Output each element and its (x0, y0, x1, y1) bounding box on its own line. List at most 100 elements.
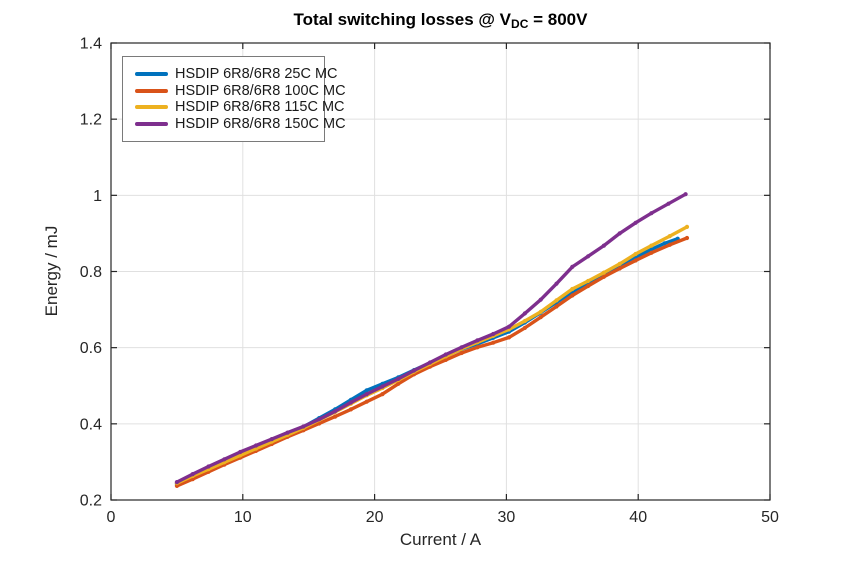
data-point-marker-series-3 (190, 472, 195, 477)
data-point-marker-series-3 (317, 417, 322, 422)
data-point-marker-series-1 (364, 399, 369, 404)
data-point-marker-series-3 (649, 211, 654, 216)
x-tick-label: 30 (498, 509, 516, 526)
plot-line-series-3 (175, 192, 688, 484)
data-point-marker-series-1 (554, 304, 559, 309)
data-point-marker-series-3 (412, 368, 417, 373)
data-point-marker-series-3 (570, 264, 575, 269)
legend-entry-0: HSDIP 6R8/6R8 25C MC (135, 66, 338, 83)
data-point-marker-series-3 (475, 338, 480, 343)
chart-title-prefix: Total switching losses @ V (293, 10, 512, 29)
data-point-marker-series-2 (649, 243, 654, 248)
data-point-marker-series-1 (475, 345, 480, 350)
data-point-marker-series-1 (633, 258, 638, 263)
data-point-marker-series-1 (506, 335, 512, 340)
legend-label-3: HSDIP 6R8/6R8 150C MC (175, 115, 346, 132)
data-point-marker-series-3 (364, 392, 369, 397)
chart-title: Total switching losses @ VDC = 800V (111, 10, 770, 31)
y-tick-label: 0.2 (80, 493, 102, 510)
data-point-marker-series-2 (601, 270, 607, 275)
data-point-marker-series-1 (459, 350, 464, 356)
y-tick-label: 0.6 (80, 340, 102, 357)
legend-line-sample-0 (135, 72, 168, 77)
data-point-marker-series-1 (538, 315, 543, 320)
data-point-marker-series-3 (633, 220, 638, 225)
x-tick-label: 0 (107, 509, 116, 526)
data-point-marker-series-3 (253, 443, 259, 448)
data-point-marker-series-3 (683, 192, 688, 197)
legend-label-0: HSDIP 6R8/6R8 25C MC (175, 66, 338, 83)
data-point-marker-series-2 (522, 318, 528, 324)
data-point-marker-series-3 (380, 384, 385, 389)
data-point-marker-series-1 (570, 293, 575, 298)
x-tick-label: 50 (761, 509, 779, 526)
data-point-marker-series-2 (684, 224, 690, 229)
data-point-marker-series-3 (506, 324, 512, 329)
y-tick-label: 1.2 (80, 112, 102, 129)
data-point-marker-series-1 (348, 407, 353, 412)
data-point-marker-series-1 (443, 357, 448, 362)
legend-label-2: HSDIP 6R8/6R8 115C MC (175, 99, 345, 116)
data-point-marker-series-3 (333, 409, 338, 414)
data-point-marker-series-3 (222, 457, 227, 462)
data-point-marker-series-3 (538, 297, 543, 302)
data-point-marker-series-3 (206, 464, 211, 469)
y-tick-label: 0.4 (80, 416, 102, 433)
legend-box: HSDIP 6R8/6R8 25C MC HSDIP 6R8/6R8 100C M… (122, 56, 346, 142)
data-point-marker-series-3 (443, 352, 448, 357)
data-point-marker-series-2 (617, 261, 622, 266)
legend-line-sample-2 (135, 105, 168, 110)
data-point-marker-series-0 (662, 241, 667, 246)
data-point-marker-series-1 (617, 266, 622, 271)
legend-line-sample-3 (135, 121, 168, 126)
data-point-marker-series-3 (396, 376, 401, 381)
data-point-marker-series-3 (269, 437, 274, 442)
data-point-marker-series-2 (570, 286, 575, 292)
x-axis-label: Current / A (399, 530, 482, 549)
legend-line-sample-1 (135, 88, 168, 93)
legend-entry-1: HSDIP 6R8/6R8 100C MC (135, 83, 346, 100)
data-point-marker-series-0 (364, 388, 369, 393)
data-point-marker-series-1 (396, 381, 401, 386)
data-point-marker-series-2 (633, 251, 638, 257)
data-point-marker-series-2 (538, 309, 543, 314)
data-point-marker-series-2 (586, 278, 591, 284)
data-point-marker-series-3 (285, 430, 290, 435)
data-point-marker-series-3 (491, 331, 496, 337)
data-point-marker-series-1 (491, 340, 496, 345)
x-tick-label: 40 (629, 509, 647, 526)
data-point-marker-series-3 (427, 360, 433, 365)
chart-title-suffix: = 800V (528, 10, 588, 29)
data-point-marker-series-1 (586, 283, 591, 289)
data-point-marker-series-3 (238, 449, 243, 455)
data-point-marker-series-3 (174, 480, 179, 485)
data-point-marker-series-3 (601, 243, 607, 248)
data-point-marker-series-1 (333, 414, 338, 419)
data-point-marker-series-1 (522, 325, 528, 330)
data-point-marker-series-3 (522, 311, 528, 316)
data-point-marker-series-0 (649, 247, 654, 252)
y-tick-label: 1.4 (80, 36, 102, 53)
data-point-marker-series-1 (601, 274, 607, 279)
data-point-marker-series-3 (459, 345, 464, 350)
data-point-marker-series-2 (554, 298, 559, 303)
data-point-marker-series-3 (666, 201, 671, 206)
x-tick-label: 20 (366, 509, 384, 526)
data-point-marker-series-2 (667, 234, 672, 239)
data-point-marker-series-1 (684, 235, 690, 241)
data-point-marker-series-1 (380, 392, 385, 397)
data-point-marker-series-1 (317, 421, 322, 426)
chart-title-subscript: DC (511, 17, 529, 31)
y-tick-label: 1 (93, 188, 102, 205)
x-tick-label: 10 (234, 509, 252, 526)
legend-entry-2: HSDIP 6R8/6R8 115C MC (135, 99, 345, 116)
data-point-marker-series-3 (586, 254, 591, 259)
data-point-marker-series-3 (301, 424, 306, 429)
data-point-marker-series-3 (348, 400, 353, 405)
data-point-marker-series-3 (554, 281, 559, 286)
legend-entry-3: HSDIP 6R8/6R8 150C MC (135, 116, 346, 133)
data-point-marker-series-3 (617, 231, 622, 236)
y-tick-label: 0.8 (80, 264, 102, 281)
legend-label-1: HSDIP 6R8/6R8 100C MC (175, 82, 346, 99)
